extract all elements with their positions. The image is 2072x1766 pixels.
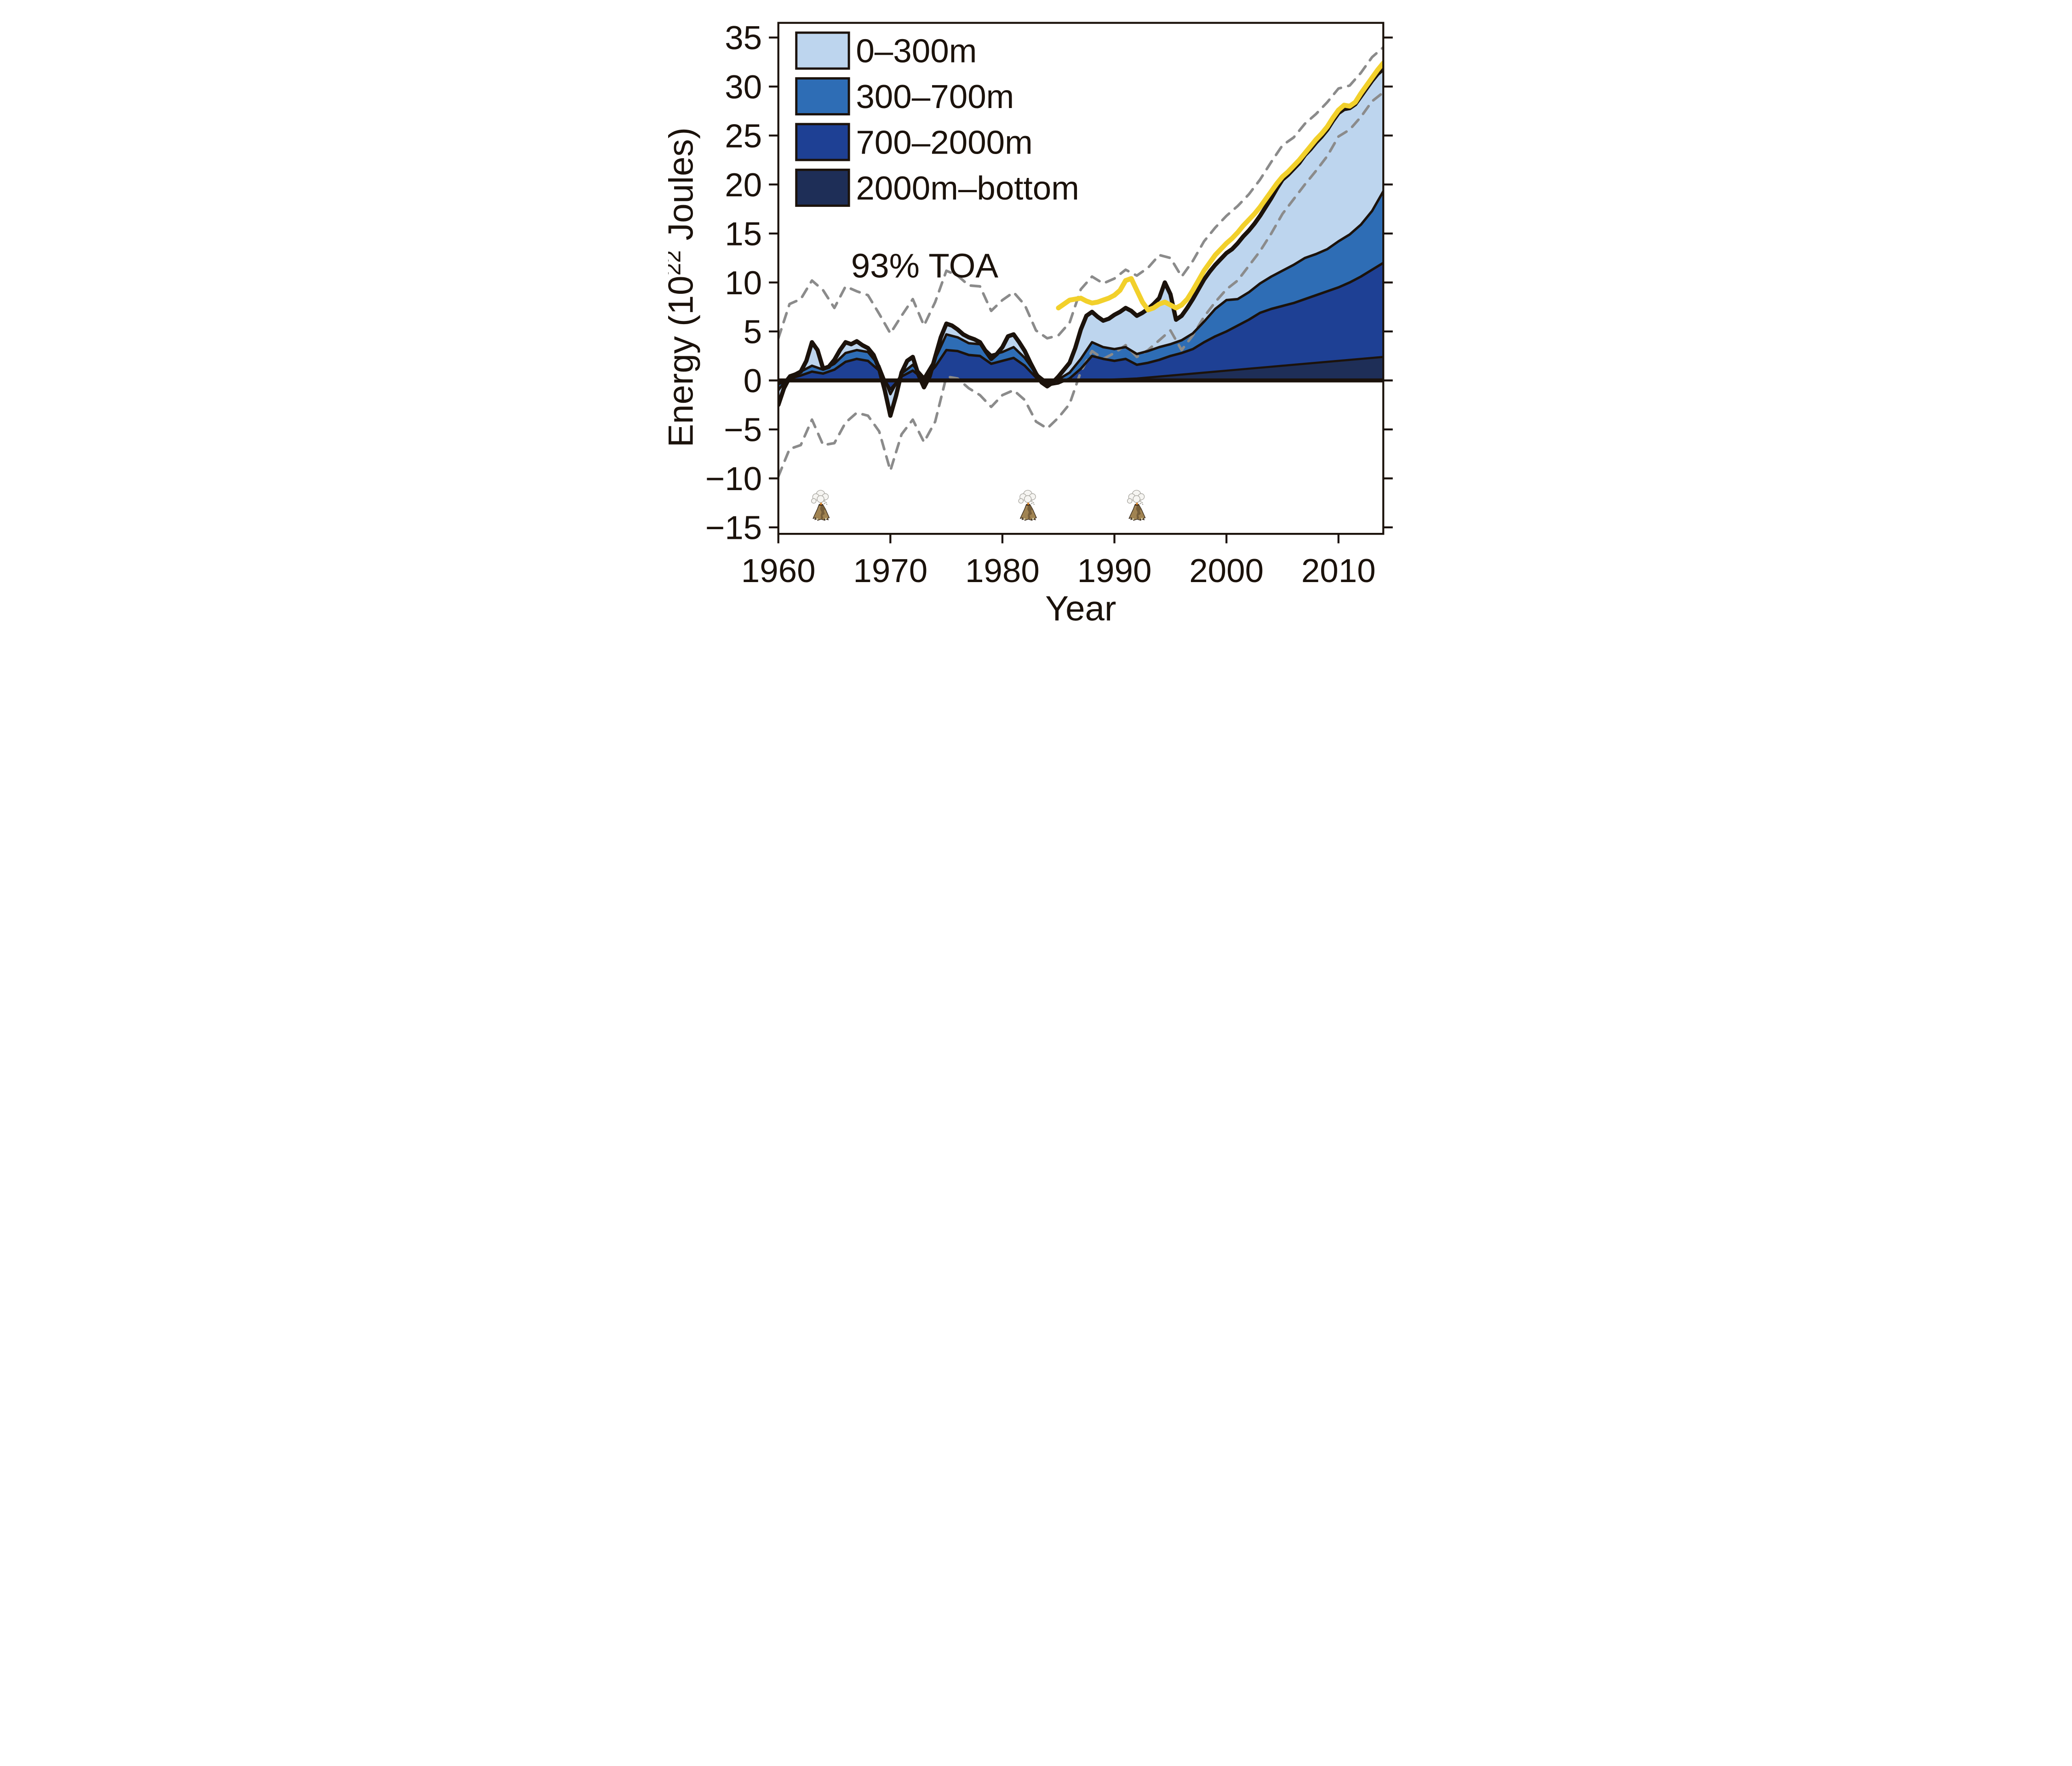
axes: 1960 1970 1980 1990 2000 2010 −15 −10 −5 0 5 10 15 20… [705,19,1393,589]
x-tick-label: 2010 [1301,552,1376,589]
ocean-heat-content-chart: 1960 1970 1980 1990 2000 2010 −15 −10 −5 0 5 10 15 20… [668,19,1393,627]
x-tick-label: 2000 [1189,552,1264,589]
y-tick-label: −5 [724,411,762,449]
legend-label-300-700m: 300–700m [856,78,1014,115]
uncertainty-lower-line [778,91,1384,478]
legend-swatch-0-300m [795,31,850,70]
legend-label-700-2000m: 700–2000m [856,124,1032,161]
volcano-icon [811,490,830,521]
y-tick-label: −15 [705,509,762,547]
y-tick-label: 20 [725,166,762,204]
legend-swatch-300-700m [795,77,850,116]
y-tick-label: 15 [725,215,762,252]
y-tick-label: 35 [725,19,762,57]
legend-label-0-300m: 0–300m [856,33,977,70]
plot-area [778,46,1384,521]
band-2000m-bottom [778,357,1384,381]
y-tick-label: 30 [725,69,762,106]
x-tick-label: 1970 [853,552,927,589]
x-tick-label: 1990 [1077,552,1152,589]
band-700-2000m [778,263,1384,389]
legend-label-2000m-bottom: 2000m–bottom [856,170,1079,207]
y-tick-label: 0 [744,362,762,400]
toa-line [1056,60,1384,313]
y-tick-label: −10 [705,460,762,497]
volcano-icon [1018,490,1037,521]
legend: 0–300m 300–700m 700–2000m 2000m–bottom 9… [795,31,1079,285]
x-tick-label: 1980 [965,552,1040,589]
legend-swatch-700-2000m [795,123,850,161]
toa-label: 93% TOA [851,247,999,285]
figure-container: 1960 1970 1980 1990 2000 2010 −15 −10 −5 0 5 10 15 20… [668,0,1404,627]
band-300-700m [778,191,1384,394]
y-tick-label: 25 [725,117,762,154]
y-tick-label: 5 [744,313,762,350]
plot-border [777,22,1385,535]
uncertainty-upper-line [778,46,1384,340]
x-tick-label: 1960 [741,552,816,589]
x-axis-title: Year [1045,589,1116,627]
legend-swatch-2000m-bottom [795,168,850,207]
volcano-icon [1127,490,1146,521]
y-axis-title: Energy (1022 Joules) [668,127,700,447]
band-0-300m [778,69,1384,416]
y-tick-label: 10 [725,264,762,302]
